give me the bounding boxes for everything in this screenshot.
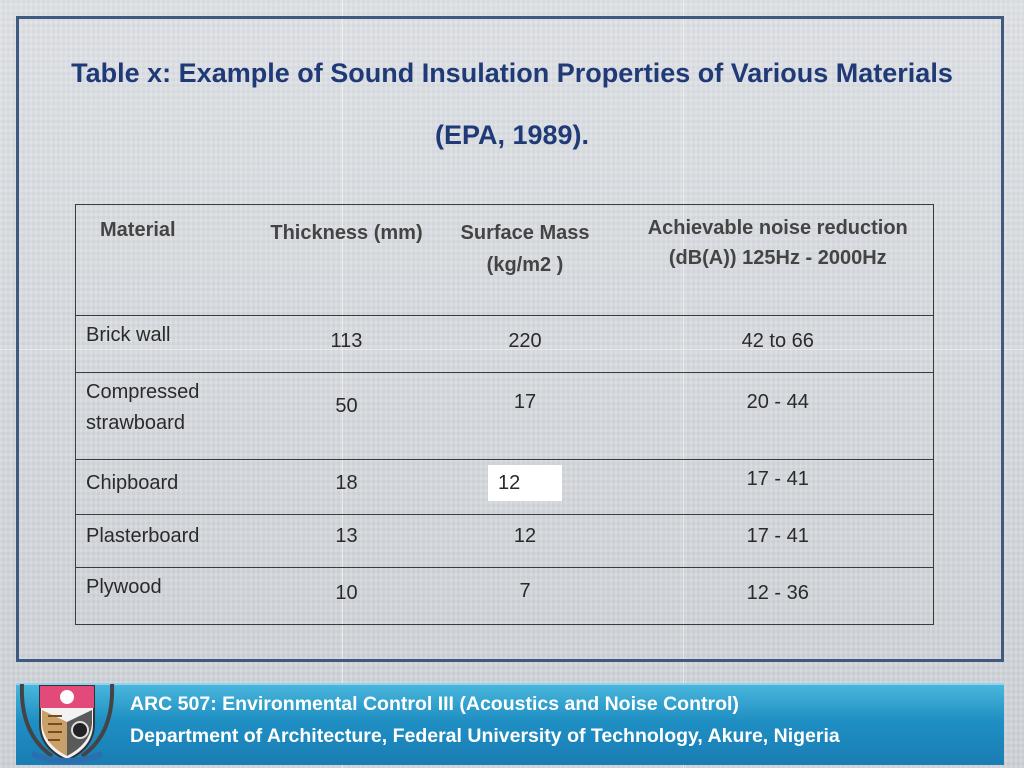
cell-thickness: 10: [265, 567, 428, 625]
cell-surface-mass: 12: [427, 514, 623, 568]
footer-band: [16, 683, 1004, 765]
header-material: Material: [75, 204, 266, 316]
cell-noise-reduction: 12 - 36: [622, 567, 934, 625]
highlighted-value[interactable]: 12: [488, 465, 562, 501]
cell-noise-reduction: 17 - 41: [622, 459, 934, 515]
cell-thickness: 18: [265, 459, 428, 515]
cell-noise-reduction: 42 to 66: [622, 315, 934, 373]
cell-surface-mass[interactable]: 12: [427, 459, 623, 515]
cell-noise-reduction: 17 - 41: [622, 514, 934, 568]
cell-thickness: 13: [265, 514, 428, 568]
course-title: ARC 507: Environmental Control III (Acou…: [130, 693, 739, 715]
cell-noise-reduction: 20 - 44: [622, 372, 934, 460]
slide-title: Table x: Example of Sound Insulation Pro…: [71, 58, 953, 150]
university-crest-icon: [19, 683, 115, 764]
cell-material: Plywood: [75, 567, 266, 625]
header-surface-mass: Surface Mass (kg/m2 ): [427, 204, 623, 316]
cell-surface-mass: 7: [427, 567, 623, 625]
table-header-row: Material Thickness (mm) Surface Mass (kg…: [75, 204, 934, 316]
cell-thickness: 113: [265, 315, 428, 373]
content-frame: [16, 16, 1004, 662]
cell-material: Chipboard: [75, 459, 266, 515]
cell-surface-mass: 220: [427, 315, 623, 373]
cell-material: Compressed strawboard: [75, 372, 266, 460]
cell-material: Plasterboard: [75, 514, 266, 568]
footer-text: ARC 507: Environmental Control III (Acou…: [130, 688, 840, 752]
table-row: Compressed strawboard 50 17 20 - 44: [75, 372, 934, 460]
cell-material: Brick wall: [75, 315, 266, 373]
insulation-table: Material Thickness (mm) Surface Mass (kg…: [75, 204, 934, 625]
table-row: Brick wall 113 220 42 to 66: [75, 315, 934, 373]
table-row: Plywood 10 7 12 - 36: [75, 567, 934, 625]
department-name: Department of Architecture, Federal Univ…: [130, 725, 840, 747]
cell-surface-mass: 17: [427, 372, 623, 460]
cell-thickness: 50: [265, 372, 428, 460]
table-row: Plasterboard 13 12 17 - 41: [75, 514, 934, 568]
header-noise-reduction: Achievable noise reduction (dB(A)) 125Hz…: [622, 204, 934, 316]
table-row: Chipboard 18 12 17 - 41: [75, 459, 934, 515]
header-thickness: Thickness (mm): [265, 204, 428, 316]
